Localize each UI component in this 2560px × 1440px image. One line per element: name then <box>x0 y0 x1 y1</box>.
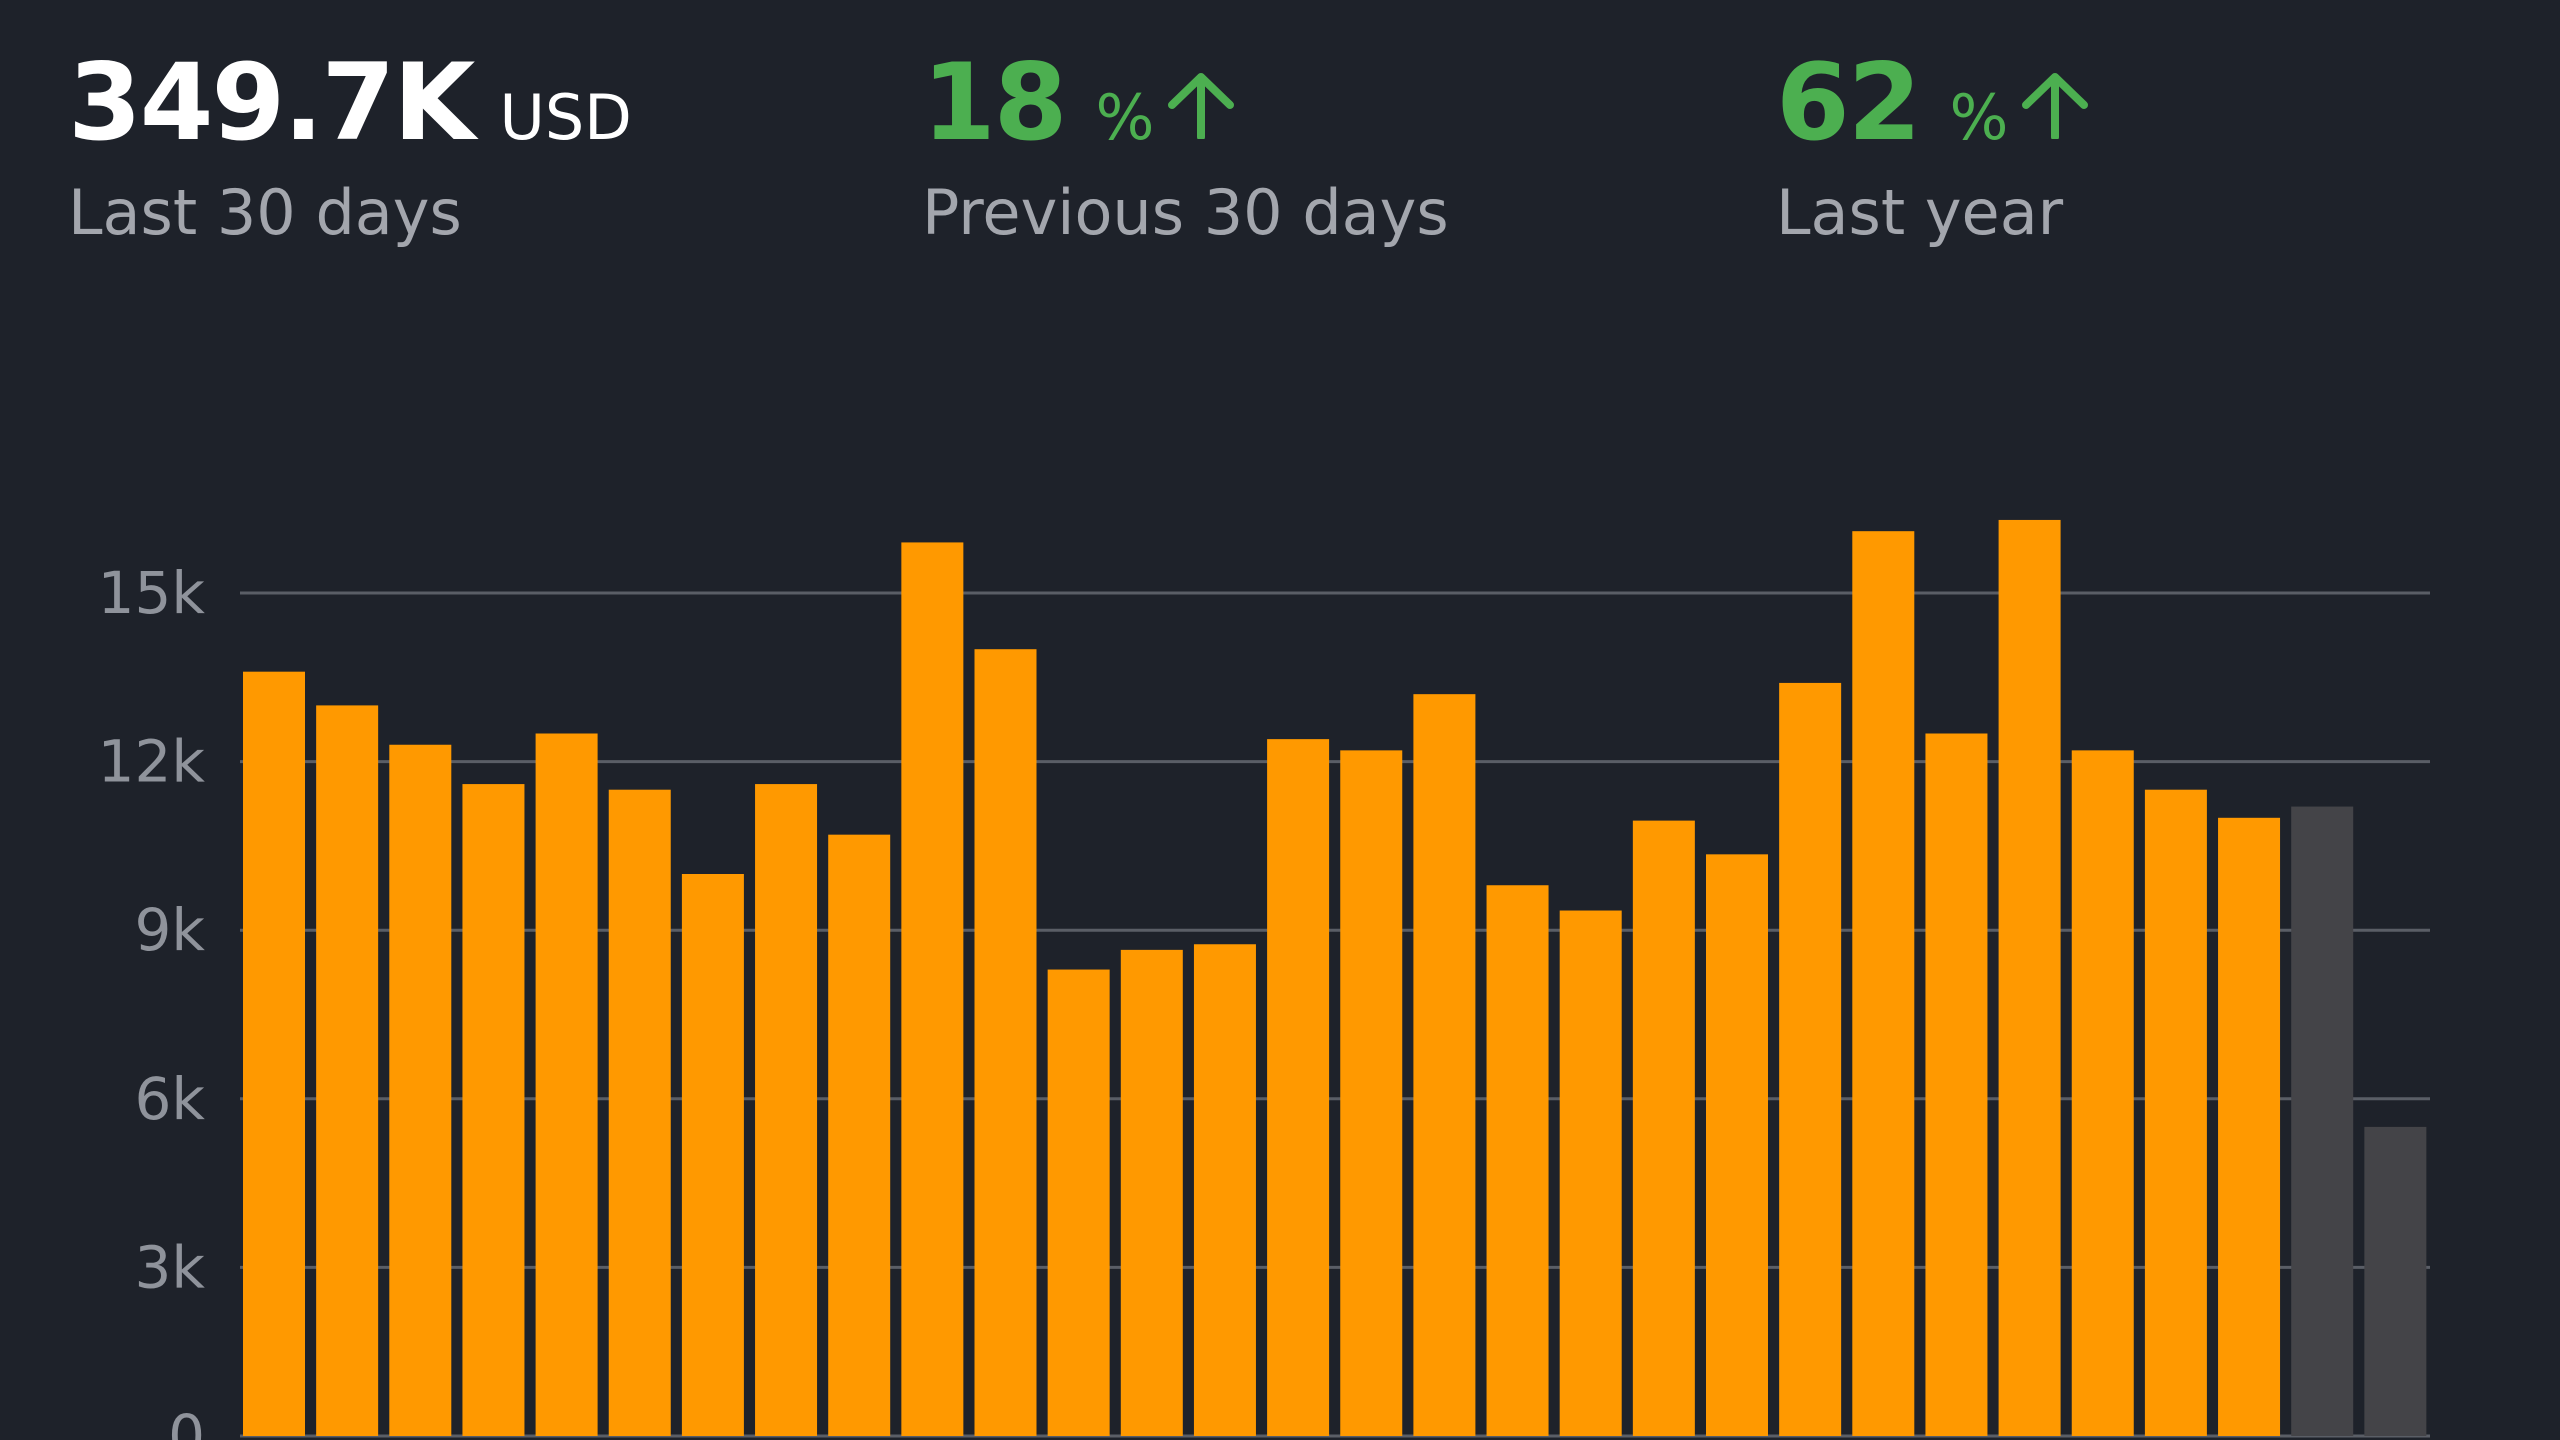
previous-period-caption: Previous 30 days <box>922 176 1449 249</box>
revenue-bar[interactable] <box>828 834 891 1436</box>
revenue-bar[interactable] <box>1120 949 1183 1436</box>
revenue-bar[interactable] <box>1706 854 1768 1436</box>
last-year-percent-sign: % <box>1949 81 2009 154</box>
arrow-up-icon <box>2020 73 2090 142</box>
revenue-bar[interactable] <box>755 784 818 1436</box>
projected-bar[interactable] <box>2291 806 2354 1436</box>
y-tick-label: 9k <box>135 896 206 964</box>
revenue-bar[interactable] <box>389 744 452 1436</box>
revenue-bar[interactable] <box>1925 733 1988 1437</box>
revenue-bar[interactable] <box>1340 750 1403 1436</box>
projected-bar[interactable] <box>2364 1126 2427 1436</box>
y-tick-label: 0 <box>168 1402 205 1440</box>
revenue-bar[interactable] <box>1998 519 2061 1436</box>
revenue-bar[interactable] <box>1779 682 1842 1436</box>
y-tick-label: 3k <box>135 1233 206 1301</box>
total-revenue-caption: Last 30 days <box>68 176 462 249</box>
last-year-stat: 62% Last year <box>1776 50 2090 249</box>
y-tick-label: 15k <box>98 559 206 627</box>
last-year-caption: Last year <box>1776 176 2064 249</box>
revenue-bar[interactable] <box>1559 910 1622 1436</box>
total-revenue-value: 349.7K <box>68 41 475 164</box>
revenue-bar[interactable] <box>608 789 671 1436</box>
revenue-bar[interactable] <box>2071 750 2134 1436</box>
previous-period-percent: 18 <box>922 41 1068 164</box>
previous-period-stat: 18% Previous 30 days <box>922 50 1449 250</box>
revenue-bar[interactable] <box>1486 885 1549 1436</box>
revenue-bar[interactable] <box>901 542 964 1436</box>
revenue-bar[interactable] <box>535 733 598 1437</box>
revenue-bar[interactable] <box>1852 531 1915 1436</box>
revenue-bar[interactable] <box>462 784 525 1436</box>
revenue-bar[interactable] <box>1632 820 1695 1436</box>
revenue-bar[interactable] <box>974 649 1037 1436</box>
previous-period-percent-sign: % <box>1095 81 1155 154</box>
y-tick-label: 12k <box>98 728 206 796</box>
last-year-percent: 62 <box>1776 41 1922 164</box>
revenue-bar[interactable] <box>2144 789 2207 1436</box>
revenue-bar[interactable] <box>1267 739 1330 1436</box>
revenue-bar[interactable] <box>1413 694 1476 1436</box>
revenue-bar[interactable] <box>1047 969 1110 1436</box>
total-revenue-stat: 349.7K USD Last 30 days <box>68 50 632 250</box>
y-tick-label: 6k <box>135 1065 206 1133</box>
revenue-bar[interactable] <box>2218 817 2281 1436</box>
revenue-bar[interactable] <box>681 874 744 1436</box>
arrow-up-icon <box>1166 73 1236 142</box>
revenue-bar[interactable] <box>1193 944 1256 1436</box>
currency-unit: USD <box>499 81 632 154</box>
revenue-bar[interactable] <box>316 705 379 1436</box>
stats-header: 349.7K USD Last 30 days 18% Previous 30 d… <box>0 50 2560 270</box>
revenue-bar[interactable] <box>243 671 305 1436</box>
